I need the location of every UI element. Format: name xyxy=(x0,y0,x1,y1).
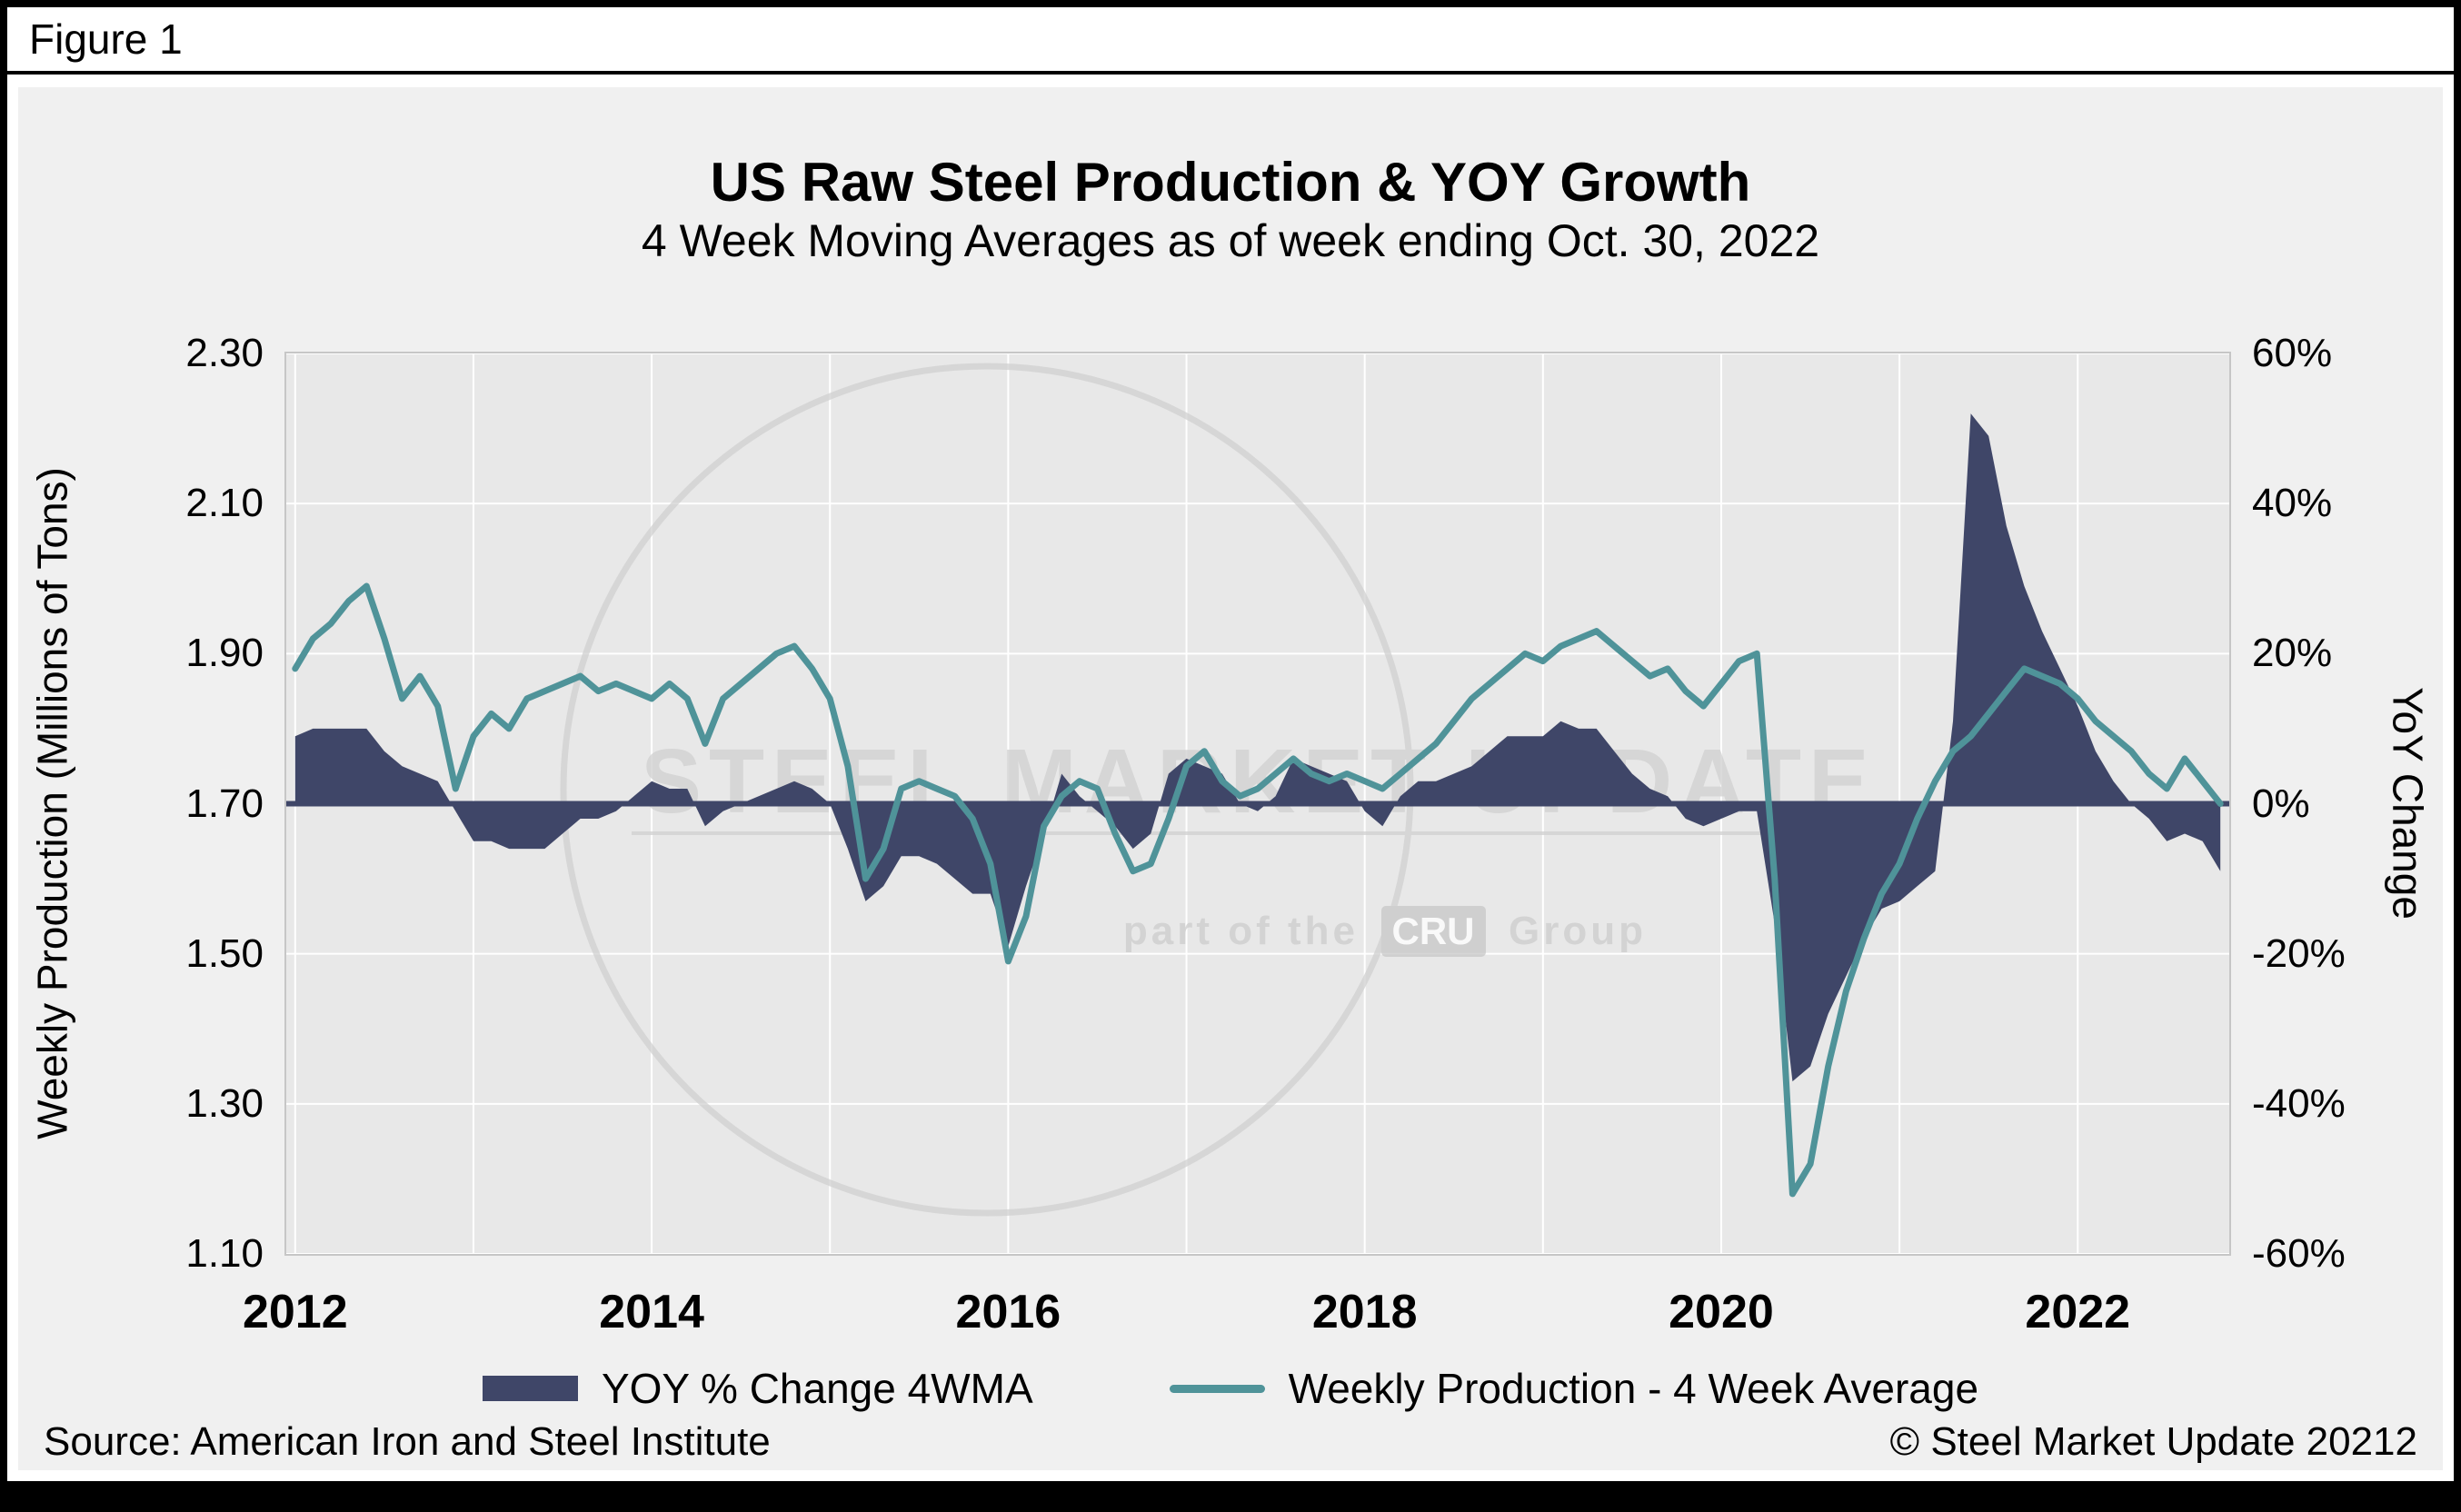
legend: YOY % Change 4WMA Weekly Production - 4 … xyxy=(18,1364,2443,1413)
chart-plot-area: STEEL MARKET UPDATE part of the CRU Grou… xyxy=(286,353,2229,1254)
divider-rule xyxy=(7,71,2454,75)
left-axis-tick: 2.30 xyxy=(185,331,264,375)
yoy-area-swatch xyxy=(482,1376,578,1401)
figure-label: Figure 1 xyxy=(29,15,183,63)
x-axis-tick: 2022 xyxy=(2025,1286,2131,1338)
right-axis-tick: 0% xyxy=(2252,781,2310,826)
plot-frame: STEEL MARKET UPDATE part of the CRU Grou… xyxy=(284,352,2231,1256)
legend-label-yoy: YOY % Change 4WMA xyxy=(601,1365,1033,1412)
legend-label-production: Weekly Production - 4 Week Average xyxy=(1288,1365,1979,1412)
right-axis-tick: -20% xyxy=(2252,930,2346,976)
source-text: Source: American Iron and Steel Institut… xyxy=(44,1419,771,1464)
x-axis-tick: 2018 xyxy=(1311,1286,1418,1338)
production-line-series xyxy=(292,582,2224,1198)
x-axis-tick: 2014 xyxy=(599,1286,704,1338)
chart-title: US Raw Steel Production & YOY Growth xyxy=(710,152,1751,213)
right-axis-tick: 20% xyxy=(2252,631,2333,676)
right-axis-tick: -60% xyxy=(2252,1231,2346,1276)
production-line-swatch xyxy=(1169,1384,1265,1393)
right-axis-tick: 40% xyxy=(2252,481,2333,526)
left-axis-tick: 1.30 xyxy=(185,1080,264,1126)
cru-logo-text: CRU xyxy=(1392,910,1475,952)
x-axis-tick: 2012 xyxy=(242,1286,348,1338)
chart-panel: US Raw Steel Production & YOY Growth 4 W… xyxy=(18,87,2443,1470)
right-axis-tick: -40% xyxy=(2252,1080,2346,1126)
legend-item-production: Weekly Production - 4 Week Average xyxy=(1169,1364,1979,1413)
left-axis-tick: 1.90 xyxy=(185,631,264,676)
left-axis-tick: 1.10 xyxy=(185,1231,264,1276)
x-axis-tick: 2020 xyxy=(1669,1286,1774,1338)
right-axis-tick: 60% xyxy=(2252,331,2333,375)
chart-subtitle: 4 Week Moving Averages as of week ending… xyxy=(641,215,1820,266)
content-area: Figure 1 US Raw Steel Production & YOY G… xyxy=(7,7,2454,1481)
left-axis-tick: 1.70 xyxy=(185,781,264,826)
left-axis-tick: 2.10 xyxy=(185,481,264,526)
left-axis-tick: 1.50 xyxy=(185,930,264,976)
watermark-cru-prefix: part of the xyxy=(1123,909,1359,953)
legend-item-yoy: YOY % Change 4WMA xyxy=(482,1364,1033,1413)
left-axis-title: Weekly Production (Millions of Tons) xyxy=(28,467,76,1139)
x-axis-tick: 2016 xyxy=(955,1286,1061,1338)
cru-logo-box xyxy=(1381,906,1486,957)
copyright-text: © Steel Market Update 20212 xyxy=(1889,1419,2417,1464)
watermark-cru-suffix: Group xyxy=(1509,909,1647,953)
